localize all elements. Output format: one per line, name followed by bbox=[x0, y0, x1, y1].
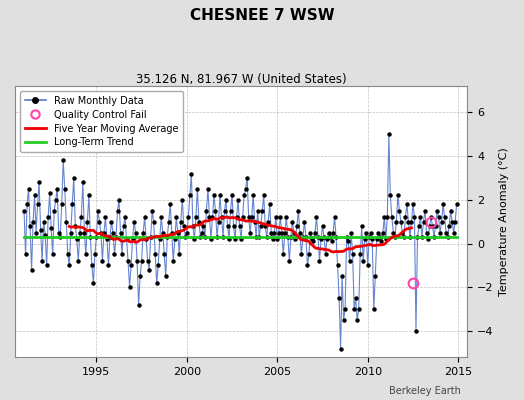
Text: Berkeley Earth: Berkeley Earth bbox=[389, 386, 461, 396]
Text: CHESNEE 7 WSW: CHESNEE 7 WSW bbox=[190, 8, 334, 23]
Legend: Raw Monthly Data, Quality Control Fail, Five Year Moving Average, Long-Term Tren: Raw Monthly Data, Quality Control Fail, … bbox=[20, 91, 183, 152]
Y-axis label: Temperature Anomaly (°C): Temperature Anomaly (°C) bbox=[499, 147, 509, 296]
Title: 35.126 N, 81.967 W (United States): 35.126 N, 81.967 W (United States) bbox=[136, 73, 346, 86]
